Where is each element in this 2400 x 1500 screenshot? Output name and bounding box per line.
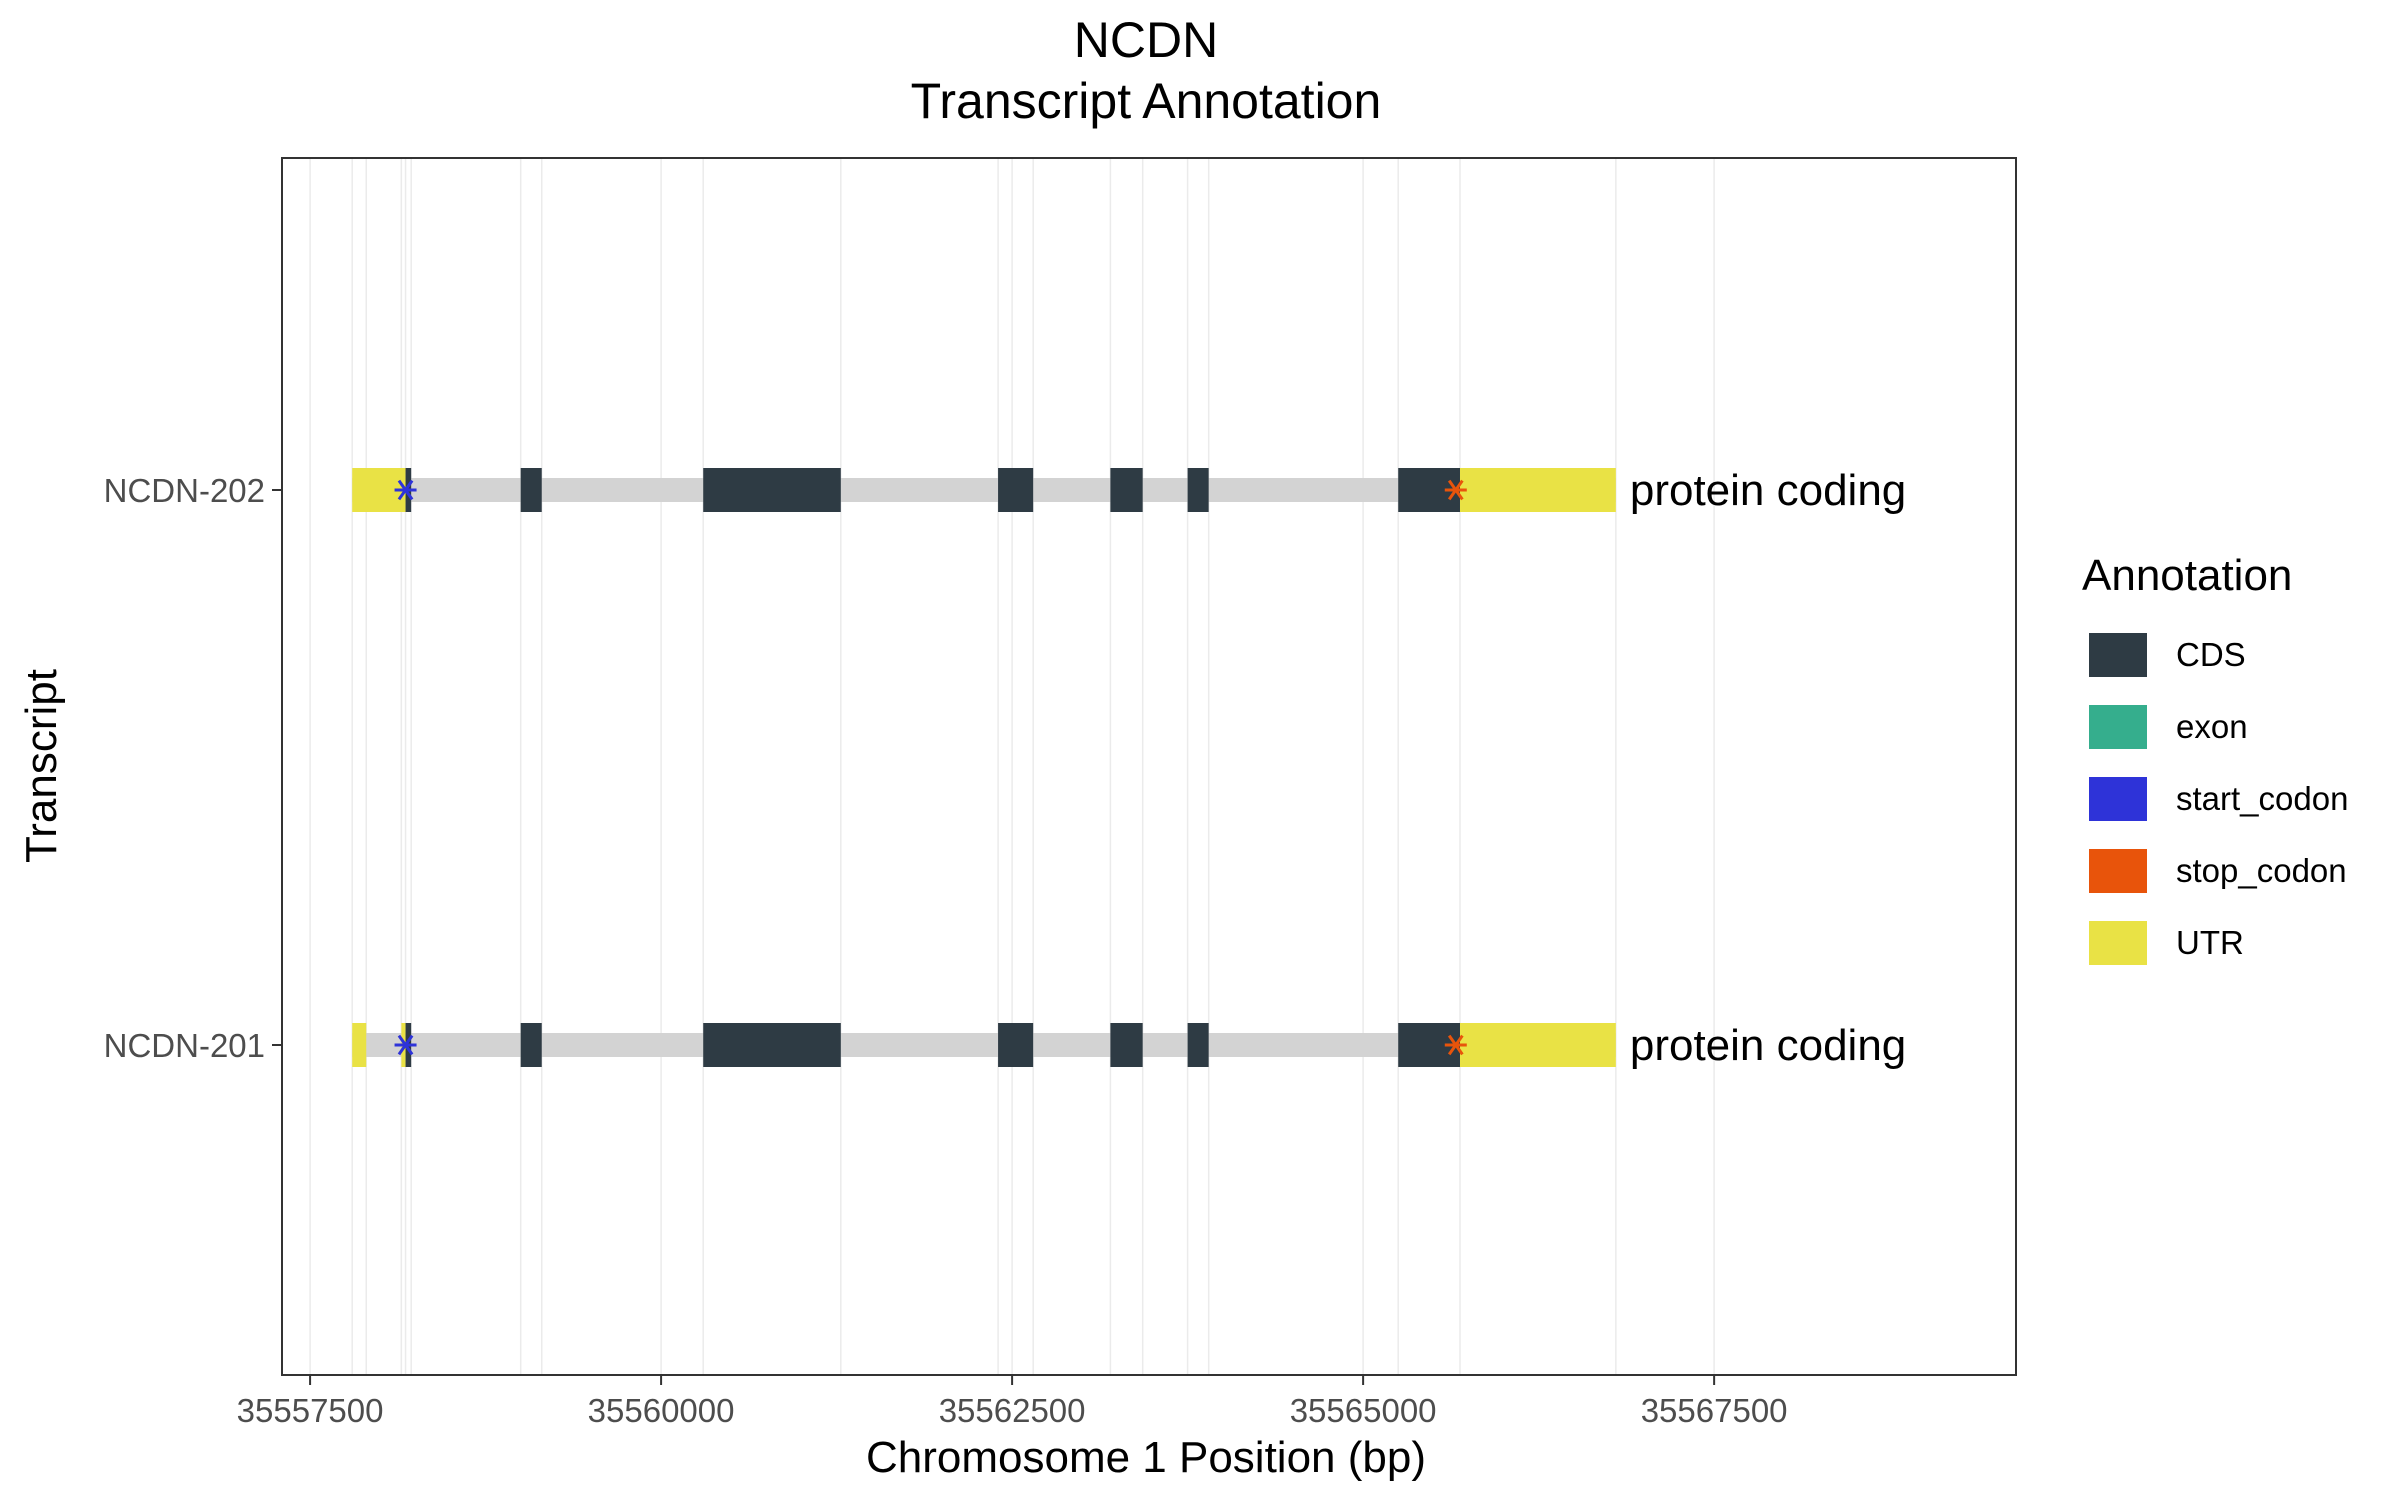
y-tick-label: NCDN-202	[104, 472, 265, 509]
panel-border	[281, 157, 2017, 1376]
utr-block	[1459, 468, 1616, 512]
legend-title: Annotation	[2082, 551, 2292, 600]
cds-block	[1187, 468, 1209, 512]
cds-block	[1187, 1023, 1209, 1067]
utr-block	[1459, 1023, 1616, 1067]
cds-block	[1110, 1023, 1143, 1067]
x-tick-label: 35567500	[1641, 1392, 1788, 1429]
chart-subtitle: Transcript Annotation	[911, 73, 1382, 129]
cds-block	[998, 468, 1034, 512]
legend-label: exon	[2176, 708, 2248, 745]
y-tick-label: NCDN-201	[104, 1027, 265, 1064]
legend-swatch	[2089, 849, 2147, 893]
x-axis: 35557500 35560000 35562500 35565000 35567500	[237, 1375, 1788, 1429]
legend-item-cds: CDS	[2089, 633, 2246, 677]
x-tick-label: 35557500	[237, 1392, 384, 1429]
utr-block	[352, 1023, 367, 1067]
cds-block	[520, 468, 542, 512]
x-axis-label: Chromosome 1 Position (bp)	[866, 1433, 1426, 1482]
transcript-NCDN-202: protein coding	[352, 466, 1906, 515]
legend-item-utr: UTR	[2089, 921, 2244, 965]
chart-title: NCDN	[1074, 12, 1218, 68]
cds-block	[703, 1023, 841, 1067]
legend: Annotation CDS exon start_codon stop_codon U…	[2082, 551, 2348, 965]
legend-item-stop-codon: stop_codon	[2089, 849, 2347, 893]
start-codon-marker	[394, 479, 417, 501]
plot-panel: protein coding protein coding	[281, 157, 2017, 1376]
y-axis-label: Transcript	[17, 669, 66, 863]
cds-block	[520, 1023, 542, 1067]
x-tick-label: 35560000	[588, 1392, 735, 1429]
stop-codon-marker	[1444, 1034, 1467, 1056]
legend-label: start_codon	[2176, 780, 2348, 817]
legend-swatch	[2089, 921, 2147, 965]
x-tick-label: 35565000	[1290, 1392, 1437, 1429]
legend-swatch	[2089, 777, 2147, 821]
panel-background	[282, 158, 2016, 1375]
start-codon-marker	[394, 1034, 417, 1056]
stop-codon-marker	[1444, 479, 1467, 501]
transcript-NCDN-201: protein coding	[352, 1021, 1906, 1070]
legend-label: CDS	[2176, 636, 2246, 673]
legend-swatch	[2089, 705, 2147, 749]
gridlines	[309, 158, 1715, 1375]
biotype-label: protein coding	[1630, 1021, 1906, 1070]
cds-block	[703, 468, 841, 512]
legend-label: UTR	[2176, 924, 2244, 961]
legend-item-start-codon: start_codon	[2089, 777, 2348, 821]
cds-block	[998, 1023, 1034, 1067]
legend-swatch	[2089, 633, 2147, 677]
transcript-tracks: protein coding protein coding	[352, 466, 1906, 1070]
biotype-label: protein coding	[1630, 466, 1906, 515]
legend-label: stop_codon	[2176, 852, 2347, 889]
cds-block	[1110, 468, 1143, 512]
legend-items: CDS exon start_codon stop_codon UTR	[2089, 633, 2348, 965]
legend-item-exon: exon	[2089, 705, 2248, 749]
y-axis: NCDN-202 NCDN-201	[104, 472, 282, 1064]
x-tick-label: 35562500	[939, 1392, 1086, 1429]
